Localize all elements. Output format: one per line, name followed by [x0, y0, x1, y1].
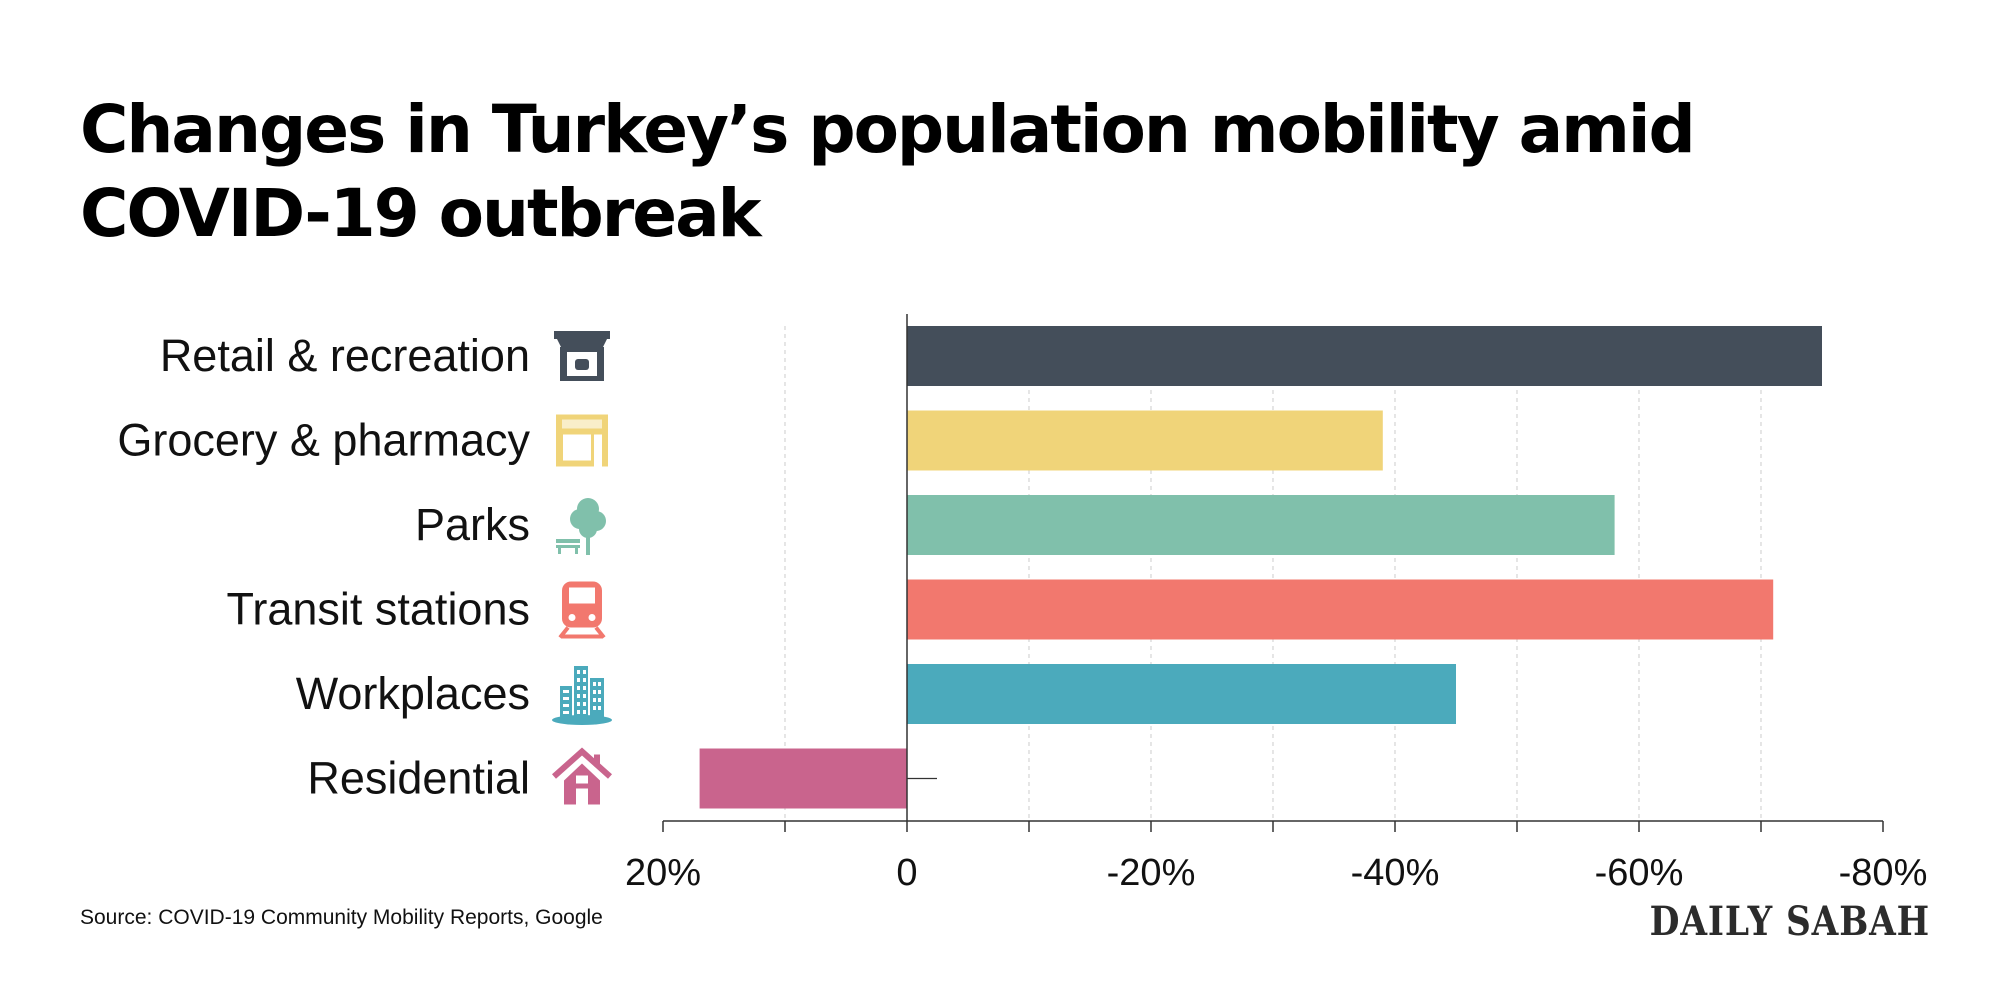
category-labels: Retail & recreation Grocery & pharmacy Par…	[117, 330, 530, 804]
category-icons	[552, 331, 612, 805]
x-ticks: 20% 0 -20% -40% -60% -80%	[625, 821, 1927, 894]
chart-title: Changes in Turkey’s population mobility …	[80, 91, 1696, 252]
source-note: Source: COVID-19 Community Mobility Repo…	[80, 906, 603, 929]
bars	[699, 326, 1822, 809]
x-tick-label: 0	[896, 852, 917, 894]
x-tick-label: -80%	[1839, 852, 1928, 894]
category-label: Transit stations	[227, 584, 530, 635]
bar	[907, 579, 1774, 640]
shop-icon	[556, 414, 608, 467]
bar	[907, 326, 1822, 386]
storefront-icon	[554, 331, 610, 381]
bar	[907, 664, 1456, 724]
x-tick-label: 20%	[625, 852, 701, 894]
x-tick-label: -20%	[1107, 852, 1196, 894]
bar	[699, 748, 907, 809]
category-label: Parks	[415, 499, 530, 550]
bar	[907, 495, 1615, 555]
bar	[907, 410, 1383, 471]
category-label: Grocery & pharmacy	[117, 415, 530, 466]
buildings-icon	[552, 666, 612, 725]
category-label: Workplaces	[296, 668, 530, 719]
train-icon	[558, 581, 606, 639]
category-label: Retail & recreation	[160, 330, 530, 381]
tree-bench-icon	[556, 498, 606, 555]
x-tick-label: -60%	[1595, 852, 1684, 894]
category-label: Residential	[307, 753, 530, 804]
grid-lines	[784, 326, 1762, 821]
house-icon	[552, 747, 612, 805]
daily-sabah-logo: DAILY SABAH	[1649, 898, 1930, 945]
x-tick-label: -40%	[1351, 852, 1440, 894]
